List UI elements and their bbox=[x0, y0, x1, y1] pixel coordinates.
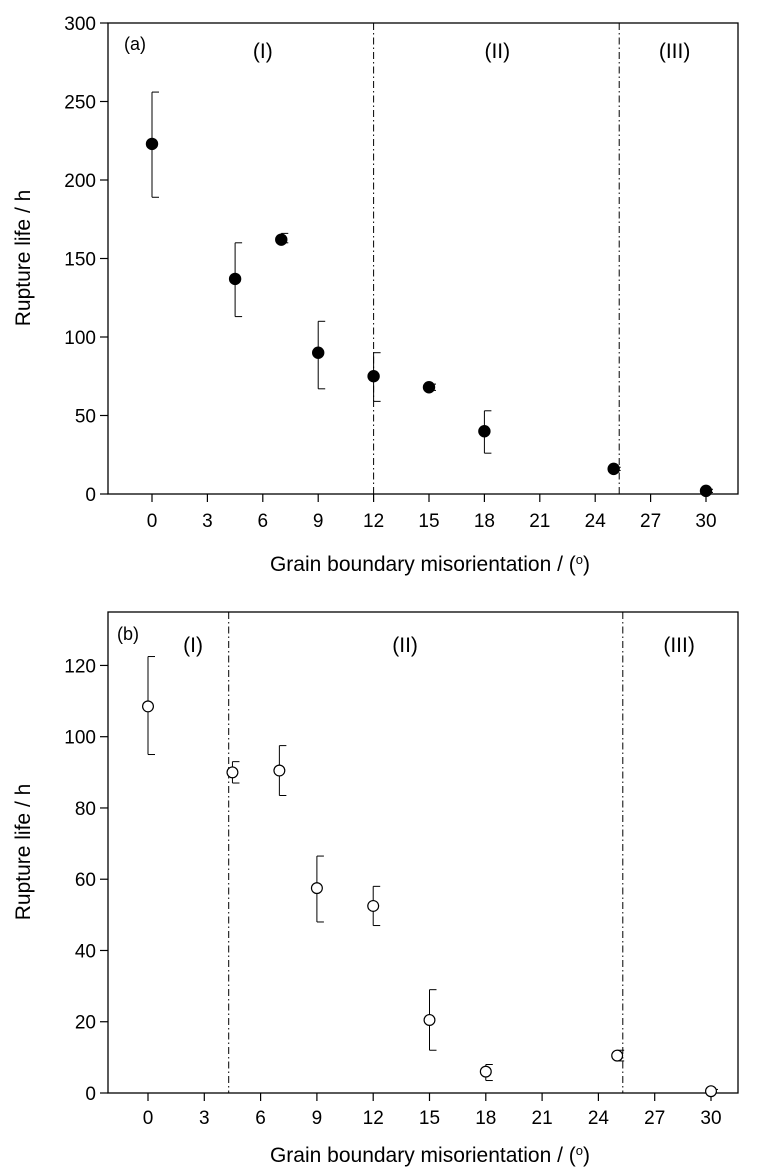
panel-b-x-tick-label: 27 bbox=[644, 1108, 665, 1129]
panel-a: 0 3 6 9 12 15 18 21 24 27 30 0 50 100 150 200 250 300 (I… bbox=[12, 14, 739, 577]
panel-a-x-axis-title-close: ) bbox=[583, 553, 590, 576]
panel-a-data-point bbox=[145, 137, 159, 151]
panel-b-x-tick-label: 12 bbox=[363, 1108, 384, 1129]
panel-a-x-tick-label: 15 bbox=[418, 511, 439, 532]
panel-a-x-ticks: 0 3 6 9 12 15 18 21 24 27 30 bbox=[147, 494, 717, 532]
panel-b-x-tick-label: 0 bbox=[143, 1108, 154, 1129]
panel-b-x-axis-title-close: ) bbox=[583, 1144, 590, 1167]
panel-b-tag: (b) bbox=[117, 624, 139, 644]
panel-b-y-tick-label: 40 bbox=[75, 941, 96, 962]
panel-b-y-tick-label: 100 bbox=[64, 728, 96, 749]
panel-a-y-tick-label: 250 bbox=[64, 93, 96, 114]
panel-a-data-point bbox=[367, 370, 380, 383]
panel-a-x-tick-label: 0 bbox=[147, 511, 158, 532]
panel-b-x-tick-label: 18 bbox=[475, 1108, 496, 1129]
panel-a-x-tick-label: 12 bbox=[363, 511, 384, 532]
panel-b-data-point bbox=[367, 899, 380, 912]
panel-b-x-tick-label: 24 bbox=[588, 1108, 610, 1129]
panel-a-x-tick-label: 18 bbox=[474, 511, 495, 532]
panel-b-x-ticks: 0 3 6 9 12 15 18 21 24 27 30 bbox=[143, 1093, 722, 1129]
panel-b-y-tick-label: 20 bbox=[75, 1013, 96, 1034]
panel-a-y-tick-label: 100 bbox=[64, 328, 96, 349]
panel-a-markers bbox=[145, 137, 713, 498]
panel-b-x-axis-title-degree: o bbox=[576, 1143, 583, 1158]
panel-a-y-tick-label: 200 bbox=[64, 171, 96, 192]
panel-a-x-tick-label: 21 bbox=[529, 511, 550, 532]
panel-b-data-point bbox=[226, 766, 239, 779]
panel-b-region-labels: (I) (II) (III) bbox=[183, 634, 695, 657]
panel-b-x-tick-label: 15 bbox=[419, 1108, 440, 1129]
panel-b-data-point bbox=[704, 1085, 717, 1098]
panel-b-data-point bbox=[142, 700, 155, 713]
panel-b-x-axis-title-main: Grain boundary misorientation / ( bbox=[270, 1144, 576, 1167]
panel-a-y-ticks: 0 50 100 150 200 250 300 bbox=[64, 14, 108, 506]
panel-a-error-bars bbox=[151, 91, 713, 493]
panel-b-region-label: (I) bbox=[183, 634, 203, 657]
panel-a-data-point bbox=[275, 233, 288, 246]
panel-a-data-point bbox=[607, 462, 620, 476]
panel-a-data-point bbox=[699, 484, 713, 498]
panel-a-x-tick-label: 9 bbox=[313, 511, 324, 532]
panel-a-x-tick-label: 3 bbox=[202, 511, 213, 532]
panel-b-x-tick-label: 30 bbox=[700, 1108, 721, 1129]
panel-b-x-tick-label: 3 bbox=[199, 1108, 210, 1129]
panel-a-y-axis-title: Rupture life / h bbox=[12, 190, 35, 327]
panel-b-data-point bbox=[611, 1049, 624, 1062]
panel-b-y-tick-label: 80 bbox=[75, 799, 96, 820]
panel-b-data-point bbox=[479, 1065, 492, 1078]
panel-a-data-point bbox=[312, 346, 325, 359]
panel-a-x-tick-label: 27 bbox=[640, 511, 661, 532]
panel-a-x-tick-label: 24 bbox=[585, 511, 607, 532]
panel-a-x-tick-label: 30 bbox=[695, 511, 716, 532]
panel-b-data-point bbox=[310, 882, 323, 895]
panel-a-x-axis-title-main: Grain boundary misorientation / ( bbox=[270, 553, 576, 576]
panel-b-y-tick-label: 120 bbox=[64, 656, 96, 677]
panel-b-error-bars bbox=[147, 656, 718, 1094]
panel-a-region-label: (II) bbox=[484, 40, 510, 63]
panel-b-x-tick-label: 9 bbox=[312, 1108, 323, 1129]
panel-a-plot-frame bbox=[107, 22, 739, 495]
panel-a-tag: (a) bbox=[124, 34, 146, 54]
panel-a-region-label: (I) bbox=[253, 40, 273, 63]
panel-a-y-tick-label: 50 bbox=[75, 407, 96, 428]
panel-a-region-labels: (I) (II) (III) bbox=[253, 40, 690, 63]
panel-b-x-tick-label: 6 bbox=[255, 1108, 266, 1129]
panel-b-y-tick-label: 0 bbox=[85, 1084, 96, 1105]
panel-b-plot-frame bbox=[107, 611, 739, 1094]
panel-a-x-axis-title-degree: o bbox=[576, 552, 583, 567]
panel-b-x-tick-label: 21 bbox=[532, 1108, 553, 1129]
panel-b-markers bbox=[142, 700, 717, 1098]
panel-a-data-point bbox=[422, 381, 436, 394]
panel-a-y-tick-label: 150 bbox=[64, 250, 96, 271]
panel-b-x-axis-title: Grain boundary misorientation / (o) bbox=[270, 1143, 590, 1168]
panel-b-data-point bbox=[423, 1013, 436, 1026]
panel-b-y-tick-label: 60 bbox=[75, 870, 96, 891]
panel-a-data-point bbox=[478, 425, 491, 438]
panel-b-region-label: (III) bbox=[663, 634, 695, 657]
panel-a-region-label: (III) bbox=[659, 40, 691, 63]
panel-a-x-tick-label: 6 bbox=[258, 511, 269, 532]
panel-a-y-tick-label: 0 bbox=[85, 485, 96, 506]
panel-b-region-label: (II) bbox=[392, 634, 418, 657]
panel-b-y-axis-title: Rupture life / h bbox=[12, 784, 35, 921]
panel-b-y-ticks: 0 20 40 60 80 100 120 bbox=[64, 656, 108, 1105]
panel-a-y-tick-label: 300 bbox=[64, 14, 96, 35]
panel-a-data-point bbox=[228, 272, 242, 286]
panel-a-x-axis-title: Grain boundary misorientation / (o) bbox=[270, 552, 590, 577]
panel-b-data-point bbox=[273, 764, 286, 777]
panel-a-region-lines bbox=[373, 23, 620, 494]
